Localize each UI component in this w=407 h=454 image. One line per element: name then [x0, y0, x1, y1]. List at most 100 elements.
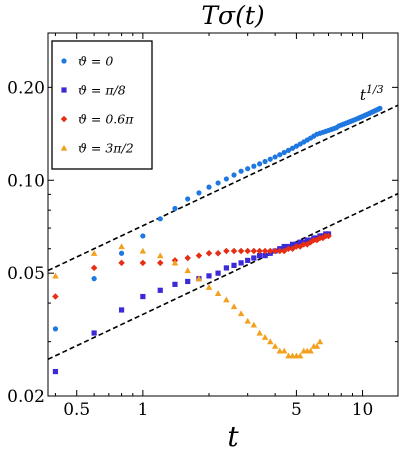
data-point — [289, 241, 296, 247]
data-point — [261, 334, 269, 340]
legend-box — [51, 40, 153, 170]
data-point — [293, 243, 300, 250]
lower-guide-dashed-line — [48, 192, 398, 361]
legend-marker — [60, 115, 68, 123]
data-point — [205, 284, 213, 290]
data-point — [250, 247, 258, 255]
data-point — [52, 368, 59, 375]
data-point — [230, 303, 238, 310]
x-tick-label: 0.5 — [63, 400, 90, 420]
data-point — [140, 233, 146, 239]
data-point — [184, 254, 191, 262]
data-point — [256, 329, 263, 336]
data-point — [139, 259, 147, 267]
x-tick-label: 5 — [291, 400, 302, 420]
data-point — [237, 310, 245, 317]
data-point — [139, 247, 147, 254]
x-tick-label: 10 — [352, 400, 374, 420]
series-3 — [52, 232, 332, 300]
data-point — [285, 245, 292, 252]
data-point — [297, 239, 303, 245]
data-point — [377, 105, 383, 111]
y-axis-ticks: 0.02 0.05 0.10 0.20 — [7, 32, 398, 407]
plot-frame — [47, 32, 399, 397]
data-point — [52, 326, 59, 332]
data-point — [267, 156, 273, 162]
data-point — [272, 154, 278, 160]
data-point — [251, 163, 257, 169]
data-point — [266, 247, 274, 255]
legend-marker — [61, 87, 67, 93]
data-point — [185, 196, 191, 202]
data-point — [280, 347, 288, 354]
data-point — [296, 352, 304, 359]
data-point — [196, 190, 202, 196]
data-point — [157, 287, 163, 293]
data-point — [184, 267, 191, 274]
y-tick-label: 0.20 — [7, 78, 45, 98]
data-point — [313, 342, 321, 349]
x-axis-label: t — [227, 420, 239, 453]
data-point — [195, 252, 203, 259]
data-point — [223, 247, 230, 255]
data-point — [261, 247, 269, 255]
data-point — [157, 252, 164, 259]
data-point — [206, 184, 212, 190]
data-point — [223, 296, 230, 303]
data-point — [172, 205, 178, 212]
data-point — [172, 281, 178, 287]
data-point — [277, 152, 283, 158]
data-point — [90, 264, 98, 272]
data-point — [257, 161, 263, 167]
data-point — [289, 145, 296, 151]
upper-guide-dashed-line — [48, 104, 398, 272]
data-point — [262, 253, 268, 259]
series-4 — [52, 243, 324, 359]
data-point — [140, 293, 146, 300]
data-point — [316, 338, 324, 345]
data-point — [157, 259, 164, 267]
annotation-text: t1/3 — [360, 83, 384, 104]
data-point — [325, 232, 332, 240]
x-axis-ticks: 0.5 1 5 10 — [54, 33, 374, 420]
data-point — [52, 293, 59, 300]
annotation-t-one-third: t1/3 — [360, 83, 384, 104]
data-point — [118, 307, 125, 313]
data-point — [266, 338, 274, 345]
data-point — [250, 321, 258, 328]
data-point — [91, 330, 97, 336]
data-point — [195, 275, 203, 282]
data-point — [307, 347, 314, 354]
legend-marker — [61, 58, 67, 64]
data-point — [223, 265, 229, 271]
data-points — [52, 105, 383, 375]
annotation-exponent: 1/3 — [366, 83, 384, 96]
y-tick-label: 0.02 — [7, 387, 45, 407]
data-point — [90, 250, 98, 256]
data-point — [215, 270, 221, 276]
data-point — [281, 149, 287, 156]
data-point — [244, 317, 251, 324]
data-point — [262, 158, 268, 165]
data-point — [257, 253, 263, 259]
data-point — [238, 260, 244, 266]
data-point — [230, 247, 238, 255]
data-point — [271, 342, 279, 349]
reference-lines — [48, 104, 398, 361]
data-point — [245, 257, 251, 264]
data-point — [231, 262, 237, 268]
data-point — [118, 250, 125, 256]
series-1 — [52, 105, 383, 332]
legend-marker — [60, 144, 68, 151]
data-point — [231, 172, 237, 178]
data-point — [214, 250, 222, 257]
data-point — [276, 347, 284, 354]
data-point — [238, 168, 244, 174]
data-point — [206, 273, 212, 279]
y-tick-label: 0.10 — [7, 171, 45, 191]
chart-title: Tσ(t) — [201, 1, 264, 30]
legend: ϑ = 0 ϑ = π/8 ϑ = 0.6π ϑ = 3π/2 — [51, 40, 153, 170]
data-point — [157, 216, 163, 222]
data-point — [300, 241, 308, 248]
